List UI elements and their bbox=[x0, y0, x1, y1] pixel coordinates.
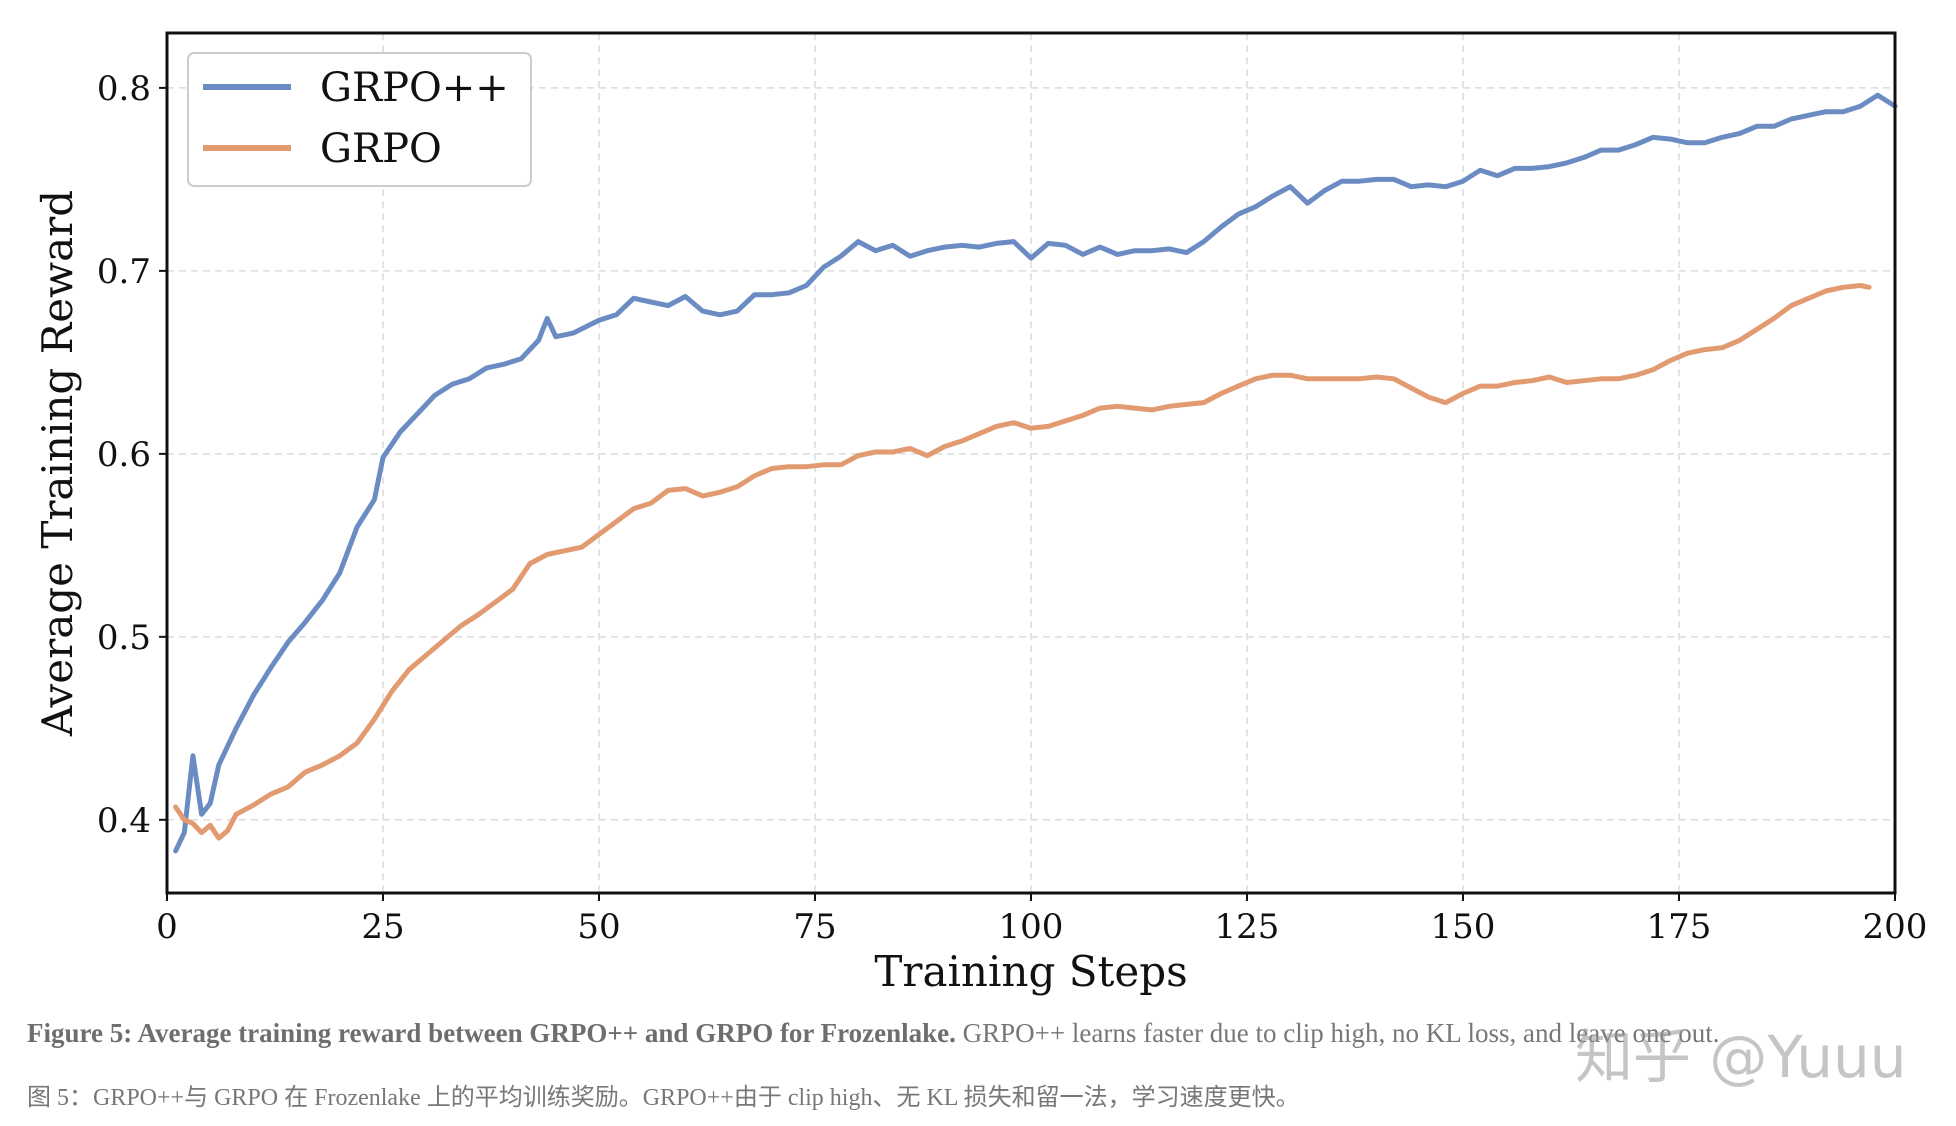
x-tick-label: 150 bbox=[1431, 907, 1496, 947]
watermark: 知乎 @Yuuu bbox=[1575, 1023, 1907, 1091]
figure-caption-title: Figure 5: Average training reward betwee… bbox=[27, 1018, 956, 1048]
x-tick-label: 200 bbox=[1863, 907, 1928, 947]
x-tick-label: 0 bbox=[156, 907, 178, 947]
y-axis-label: Average Training Reward bbox=[33, 190, 82, 737]
legend-label: GRPO++ bbox=[320, 65, 509, 111]
figure-caption-text: GRPO++ learns faster due to clip high, n… bbox=[955, 1018, 1720, 1048]
legend: GRPO++ GRPO bbox=[187, 52, 532, 187]
y-tick-label: 0.5 bbox=[97, 618, 151, 658]
x-tick-label: 175 bbox=[1647, 907, 1712, 947]
x-tick-label: 25 bbox=[361, 907, 404, 947]
line-chart: 0 25 50 75 100 125 150 175 200 0.4 0.5 0.6 0.7 0.8 GR… bbox=[33, 31, 1928, 996]
x-tick-label: 50 bbox=[577, 907, 620, 947]
figure-caption-zh: 图 5：GRPO++与 GRPO 在 Frozenlake 上的平均训练奖励。G… bbox=[27, 1085, 1300, 1111]
y-tick-label: 0.6 bbox=[97, 435, 151, 475]
series-line-grpo bbox=[173, 283, 1872, 841]
y-tick-label: 0.7 bbox=[97, 252, 151, 292]
legend-label: GRPO bbox=[320, 126, 442, 172]
figure-caption-en: Figure 5: Average training reward betwee… bbox=[27, 1018, 1927, 1049]
x-tick-label: 75 bbox=[793, 907, 836, 947]
y-tick-label: 0.8 bbox=[97, 69, 151, 109]
axis-ticks: 0 25 50 75 100 125 150 175 200 0.4 0.5 0.6 0.7 0.8 bbox=[97, 69, 1928, 947]
x-tick-label: 125 bbox=[1215, 907, 1280, 947]
x-axis-label: Training Steps bbox=[874, 947, 1187, 996]
series-lines bbox=[173, 92, 1898, 854]
x-tick-label: 100 bbox=[999, 907, 1064, 947]
y-tick-label: 0.4 bbox=[97, 801, 151, 841]
series-line-grpo-plus-plus bbox=[173, 92, 1898, 854]
